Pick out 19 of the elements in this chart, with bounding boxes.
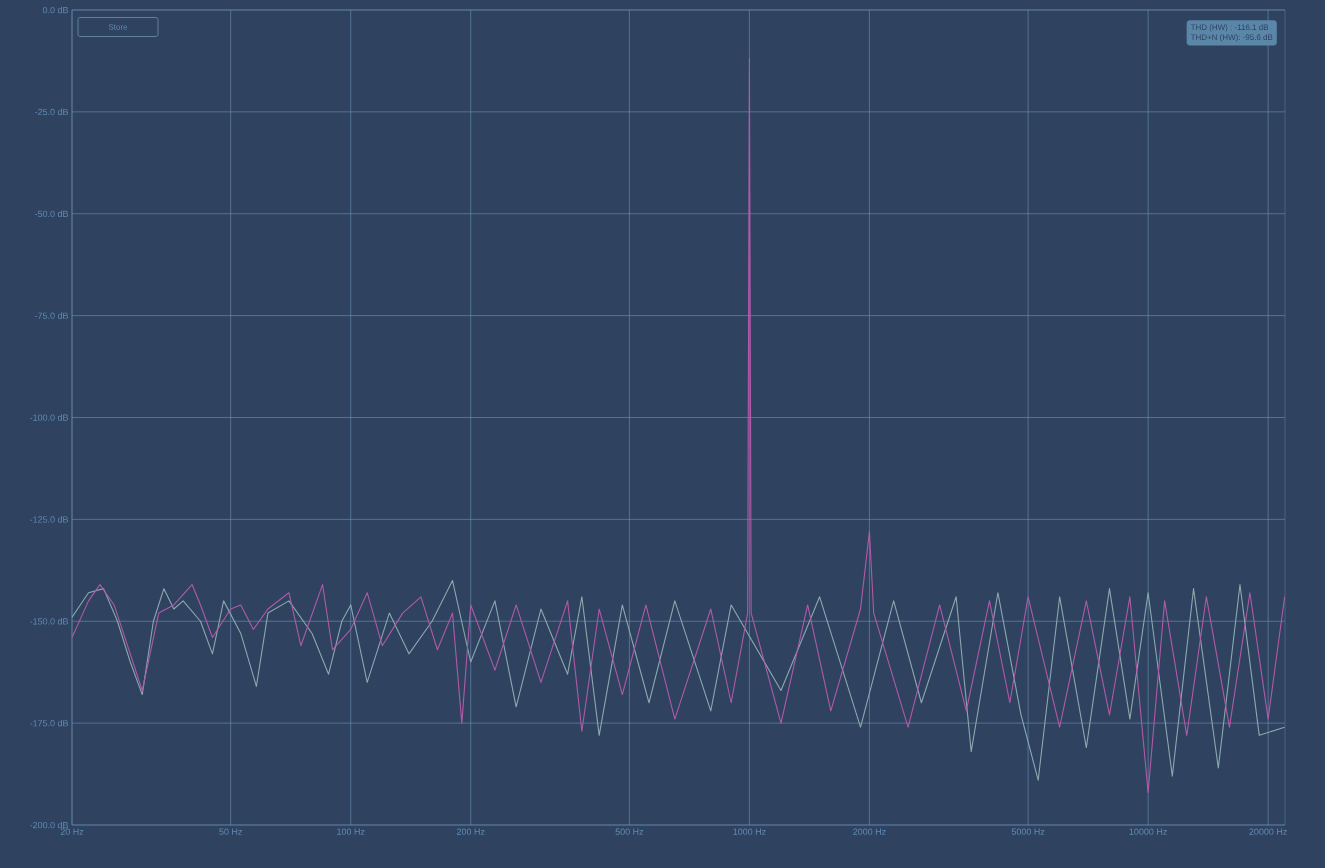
x-tick-label: 20000 Hz xyxy=(1249,828,1287,835)
x-tick-label: 200 Hz xyxy=(456,828,485,835)
y-tick-label: -25.0 dB xyxy=(35,108,69,116)
y-tick-label: 0.0 dB xyxy=(42,6,69,14)
y-tick-label: -175.0 dB xyxy=(30,719,69,727)
x-tick-label: 2000 Hz xyxy=(853,828,886,835)
x-tick-label: 500 Hz xyxy=(615,828,644,835)
x-tick-label: 10000 Hz xyxy=(1129,828,1167,835)
x-tick-label: 1000 Hz xyxy=(733,828,766,835)
y-tick-label: -75.0 dB xyxy=(35,312,69,319)
y-tick-label: -50.0 dB xyxy=(35,210,69,218)
x-tick-label: 5000 Hz xyxy=(1011,828,1045,835)
y-tick-label: -150.0 dB xyxy=(30,617,69,625)
y-tick-label: -100.0 dB xyxy=(30,414,69,421)
y-tick-label: -200.0 dB xyxy=(30,821,69,829)
x-tick-label: 20 Hz xyxy=(60,828,84,835)
x-tick-label: 100 Hz xyxy=(337,828,365,835)
x-tick-label: 50 Hz xyxy=(219,828,242,835)
y-tick-label: -125.0 dB xyxy=(30,516,69,523)
